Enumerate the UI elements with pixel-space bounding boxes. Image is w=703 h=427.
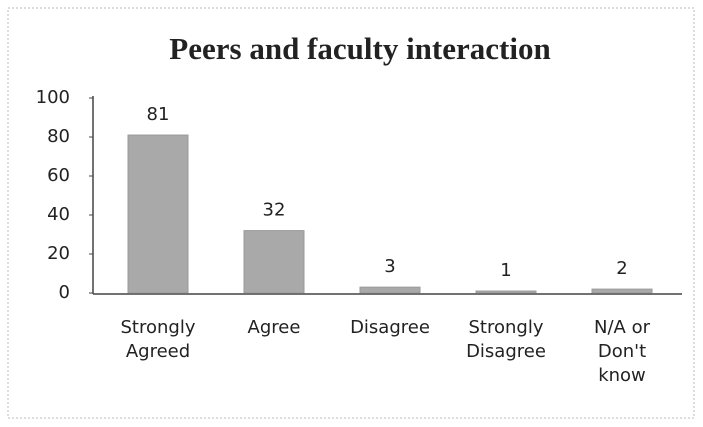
data-label: 1 (500, 260, 511, 281)
bar (591, 288, 653, 294)
x-tick-label: Strongly Agreed (120, 317, 196, 362)
bar (475, 290, 537, 294)
bar (359, 286, 421, 294)
x-tick-label: N/A or Don't know (594, 317, 650, 386)
x-tick-label: Disagree (350, 317, 430, 338)
data-label: 81 (147, 104, 170, 125)
data-label: 32 (263, 200, 286, 221)
x-tick-label: Strongly Disagree (466, 317, 546, 362)
data-label: 3 (384, 256, 395, 277)
x-tick-label: Agree (247, 317, 301, 338)
y-tick-label: 20 (47, 243, 70, 264)
y-tick-label: 60 (47, 165, 70, 186)
y-tick-label: 100 (36, 87, 70, 108)
y-tick-label: 0 (59, 282, 70, 303)
chart-title: Peers and faculty interaction (169, 31, 550, 66)
y-tick-label: 40 (47, 204, 70, 225)
bar (243, 230, 305, 294)
y-tick-label: 80 (47, 126, 70, 147)
data-label: 2 (616, 258, 627, 279)
bar (127, 134, 189, 294)
